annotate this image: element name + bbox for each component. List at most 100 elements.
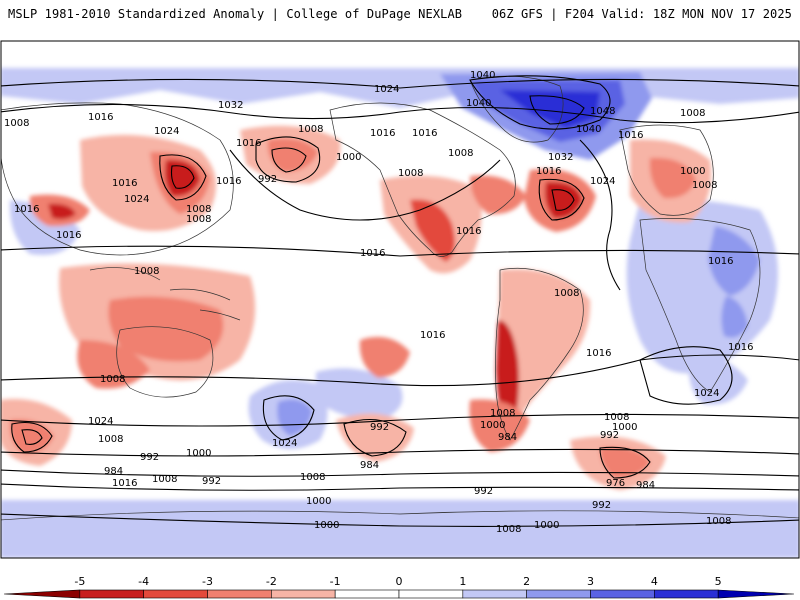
isobar-label: 1016 xyxy=(88,112,113,123)
coast-africa xyxy=(639,218,761,393)
colorbar-swatch xyxy=(3,589,81,599)
isobar-label: 992 xyxy=(592,500,611,511)
isobar-label: 1024 xyxy=(272,438,297,449)
isobar-label: 1016 xyxy=(586,348,611,359)
anomaly-south-band xyxy=(1,500,799,558)
isobar-label: 992 xyxy=(258,174,277,185)
colorbar-tick-label: 4 xyxy=(651,575,658,588)
colorbar-swatch xyxy=(590,589,655,599)
anomaly-south-pacific-core xyxy=(277,399,312,436)
anomaly-east-us-red xyxy=(470,175,526,215)
isobar-label: 1008 xyxy=(680,108,705,119)
colorbar-swatches xyxy=(3,589,795,599)
isobar-label: 1008 xyxy=(186,204,211,215)
isobar-label: 1016 xyxy=(708,256,733,267)
anomaly-indonesia-red xyxy=(108,296,224,362)
colorbar-swatch xyxy=(271,589,336,599)
isobar-arctic-1024 xyxy=(1,78,799,89)
map-frame-content: 1040 1040 1048 1040 1032 1024 1032 1016 … xyxy=(1,41,799,558)
anomaly-pacific-low-core xyxy=(267,138,318,172)
isobar-label: 992 xyxy=(474,486,493,497)
isobar-label: 1000 xyxy=(186,448,211,459)
anomaly-europe-east-core xyxy=(649,157,696,199)
isobar-atlantic-low xyxy=(538,178,585,221)
coast-south-america xyxy=(495,267,584,441)
colorbar-swatch xyxy=(717,589,795,599)
colorbar-tick-label: 5 xyxy=(715,575,722,588)
isobar-label: 1016 xyxy=(14,204,39,215)
header-title-right: 06Z GFS | F204 Valid: 18Z MON NOV 17 202… xyxy=(491,7,792,21)
map-frame xyxy=(0,40,800,559)
isobar-label: 984 xyxy=(104,466,123,477)
isobar-label: 1000 xyxy=(480,420,505,431)
isobar-label: 1016 xyxy=(360,248,385,259)
anomaly-africa-blue-core xyxy=(708,226,760,296)
isobar-southindian-low-inner xyxy=(21,429,43,445)
isobar-label: 1016 xyxy=(536,166,561,177)
isobar-label: 1016 xyxy=(456,226,481,237)
isobar-label: 992 xyxy=(202,476,221,487)
isobar-europe-low xyxy=(159,154,207,201)
isobar-label: 1032 xyxy=(218,100,243,111)
isobar-label: 1008 xyxy=(100,374,125,385)
colorbar-tick-label: 2 xyxy=(523,575,530,588)
colorbar: -5 -4 -3 -2 -1 0 1 2 3 4 5 xyxy=(3,575,795,599)
isobar-label: 1000 xyxy=(534,520,559,531)
colorbar-tick-label: -1 xyxy=(330,575,341,588)
header-title-left: MSLP 1981-2010 Standardized Anomaly | Co… xyxy=(8,7,463,21)
colorbar-swatch xyxy=(207,589,272,599)
colorbar-swatch xyxy=(143,589,208,599)
isobar-label: 1016 xyxy=(412,128,437,139)
isobar-label: 1000 xyxy=(612,422,637,433)
isobar-label: 1000 xyxy=(336,152,361,163)
isobar-label: 1000 xyxy=(314,520,339,531)
isobar-label: 1016 xyxy=(236,138,261,149)
isobar-label: 1000 xyxy=(680,166,705,177)
coast-indonesia xyxy=(89,267,241,321)
isobar-label: 1008 xyxy=(298,124,323,135)
isobar-siberia-1040 xyxy=(469,75,611,130)
isobar-label: 1008 xyxy=(490,408,515,419)
isobar-label: 1008 xyxy=(134,266,159,277)
isobar-label: 1008 xyxy=(554,288,579,299)
isobar-label: 1008 xyxy=(692,180,717,191)
isobar-label: 1008 xyxy=(186,214,211,225)
isobar-label: 1040 xyxy=(466,98,491,109)
isobar-label: 1024 xyxy=(694,388,719,399)
isobar-africa-high xyxy=(639,346,733,405)
isobar-label: 984 xyxy=(498,432,517,443)
isobar-europe-low-inner xyxy=(170,165,195,189)
isobar-label: 1016 xyxy=(420,330,445,341)
anomaly-south-pacific-red xyxy=(336,413,414,462)
isobar-south-1008 xyxy=(1,413,799,427)
isobar-label: 1024 xyxy=(374,84,399,95)
isobar-label: 992 xyxy=(600,430,619,441)
isobar-label: 1008 xyxy=(152,474,177,485)
isobar-label: 1040 xyxy=(470,70,495,81)
colorbar-swatch xyxy=(526,589,591,599)
isobar-southpac-low xyxy=(343,419,407,457)
colorbar-swatch xyxy=(398,589,464,599)
isobar-label: 1008 xyxy=(300,472,325,483)
isobar-south-1008b xyxy=(1,513,799,527)
isobar-label: 1008 xyxy=(448,148,473,159)
isobar-label: 1008 xyxy=(706,516,731,527)
isobar-siberia-1048 xyxy=(529,95,585,125)
isobar-lines xyxy=(1,75,799,527)
isobar-pacific-high xyxy=(229,149,501,221)
isobar-label: 984 xyxy=(636,480,655,491)
anomaly-south-america-red xyxy=(497,269,591,430)
header-bar: MSLP 1981-2010 Standardized Anomaly | Co… xyxy=(0,0,800,30)
isobar-tropics-1016 xyxy=(1,245,799,257)
anomaly-south-indian-core xyxy=(9,419,54,454)
colorbar-tick-label: 1 xyxy=(459,575,466,588)
coast-antarctica xyxy=(1,510,799,521)
isobar-southindian-low xyxy=(11,421,53,453)
isobar-label: 1048 xyxy=(590,106,615,117)
anomaly-shading xyxy=(1,68,799,558)
isobar-label: 1016 xyxy=(112,178,137,189)
isobar-pacific-low xyxy=(255,136,321,183)
isobar-label: 1016 xyxy=(112,478,137,489)
colorbar-swatch xyxy=(654,589,719,599)
